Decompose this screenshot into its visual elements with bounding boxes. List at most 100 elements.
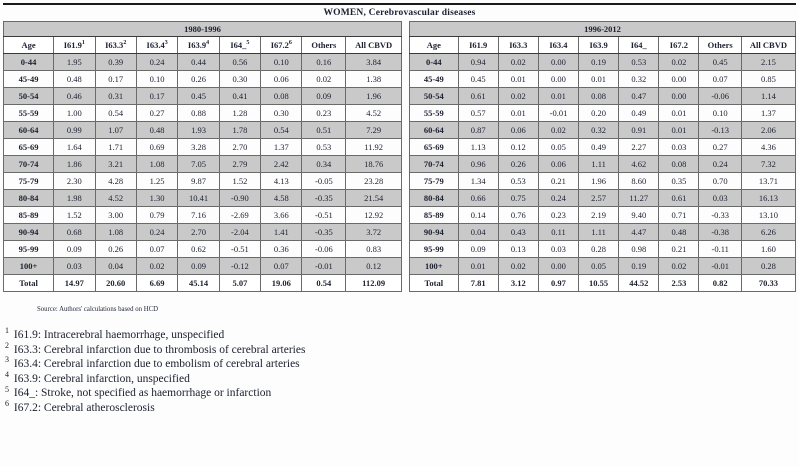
value-cell: 0.94 [457, 53, 499, 71]
value-cell: 13.10 [740, 206, 797, 224]
value-cell: -0.13 [698, 121, 742, 139]
top-rule [3, 3, 796, 5]
table-row: 80-84 1.98 4.52 1.30 10.41 -0.90 4.58 -0.35 21.5… [2, 189, 402, 207]
document-page: WOMEN, Cerebrovascular diseases 1980-199… [0, 3, 799, 466]
footnote-marker: 3 [164, 39, 168, 46]
value-cell: 1.08 [135, 155, 179, 173]
age-cell: 100+ [2, 257, 55, 275]
value-cell: 0.02 [301, 70, 347, 88]
age-cell: 95-99 [409, 240, 459, 258]
value-cell: 0.44 [177, 53, 220, 71]
value-cell: 4.28 [94, 172, 137, 190]
column-header: Others [301, 36, 347, 54]
table-row: 95-99 0.09 0.13 0.03 0.28 0.98 0.21 -0.11 1.60 [409, 240, 797, 258]
table-row: 0-44 1.95 0.39 0.24 0.44 0.56 0.10 0.16 3.84 [2, 53, 402, 71]
value-cell: 0.28 [578, 240, 620, 258]
value-cell: 1.93 [177, 121, 220, 139]
column-header: I63.94 [177, 36, 220, 54]
value-cell: 4.47 [618, 223, 660, 241]
value-cell: 0.08 [260, 87, 303, 105]
table-row: 50-54 0.61 0.02 0.01 0.08 0.47 0.00 -0.06 1.14 [409, 87, 797, 105]
age-cell: 75-79 [2, 172, 55, 190]
value-cell: 0.57 [457, 104, 499, 122]
value-cell: 0.04 [457, 223, 499, 241]
footnote-number: 2 [5, 340, 9, 350]
table-row: 45-49 0.45 0.01 0.00 0.01 0.32 0.00 0.07 0.85 [409, 70, 797, 88]
value-cell: 0.26 [94, 240, 137, 258]
value-cell: 0.23 [301, 104, 347, 122]
value-cell: 0.00 [537, 70, 580, 88]
value-cell: 3.84 [345, 53, 402, 71]
value-cell: 1.34 [457, 172, 499, 190]
value-cell: 3.00 [94, 206, 137, 224]
value-cell: 23.28 [345, 172, 402, 190]
value-cell: 0.08 [578, 87, 620, 105]
left-table-header: 1980-1996 Age I61.91 I63.32 I63.43 I63.94 I64_… [2, 21, 402, 54]
value-cell: 0.02 [658, 53, 700, 71]
value-cell: 0.19 [578, 53, 620, 71]
value-cell: 0.43 [497, 223, 539, 241]
value-cell: 0.53 [497, 172, 539, 190]
footnote-number: 1 [5, 326, 9, 336]
left-period-table: 1980-1996 Age I61.91 I63.32 I63.43 I63.94 I64_… [2, 21, 402, 292]
value-cell: 1.60 [740, 240, 797, 258]
value-cell: 1.30 [135, 189, 179, 207]
footnote: 4 I63.9: Cerebral infarction, unspecifie… [5, 369, 190, 385]
value-cell: 0.54 [94, 104, 137, 122]
table-row: 80-84 0.66 0.75 0.24 2.57 11.27 0.61 0.03 16.13 [409, 189, 797, 207]
value-cell: 16.13 [740, 189, 797, 207]
value-cell: 0.01 [497, 104, 539, 122]
age-cell: 90-94 [2, 223, 55, 241]
table-row: 70-74 0.96 0.26 0.06 1.11 4.62 0.08 0.24 7.32 [409, 155, 797, 173]
age-cell: 85-89 [2, 206, 55, 224]
value-cell: 0.79 [135, 206, 179, 224]
value-cell: 0.01 [658, 121, 700, 139]
footnote: 6 I67.2: Cerebral atherosclerosis [5, 399, 155, 414]
value-cell: 0.05 [578, 257, 620, 275]
tables-region: 1980-1996 Age I61.91 I63.32 I63.43 I63.94 I64_… [2, 21, 797, 292]
footnote: 2 I63.3: Cerebral infarction due to thro… [5, 340, 306, 356]
age-cell: 85-89 [409, 206, 459, 224]
value-cell: 2.42 [260, 155, 303, 173]
value-cell: 0.61 [658, 189, 700, 207]
value-cell: 0.07 [260, 257, 303, 275]
table-row: 85-89 1.52 3.00 0.79 7.16 -2.69 3.66 -0.51 12.92 [2, 206, 402, 224]
source-note: Source: Authors' calculations based on H… [37, 306, 159, 313]
value-cell: 0.03 [537, 240, 580, 258]
value-cell: 0.06 [497, 121, 539, 139]
value-cell: -0.90 [218, 189, 262, 207]
age-cell: 80-84 [409, 189, 459, 207]
column-header: I63.43 [135, 36, 179, 54]
value-cell: 0.98 [618, 240, 660, 258]
value-cell: 4.52 [345, 104, 402, 122]
value-cell: 0.09 [301, 87, 347, 105]
table-row: 75-79 1.34 0.53 0.21 1.96 8.60 0.35 0.70 13.71 [409, 172, 797, 190]
value-cell: 7.05 [177, 155, 220, 173]
value-cell: 112.09 [345, 274, 402, 292]
column-header: I63.3 [497, 36, 539, 54]
table-row: 95-99 0.09 0.26 0.07 0.62 -0.51 0.36 -0.06 0.83 [2, 240, 402, 258]
value-cell: 45.14 [177, 274, 220, 292]
value-cell: 0.13 [497, 240, 539, 258]
value-cell: 10.55 [578, 274, 620, 292]
age-cell: 45-49 [2, 70, 55, 88]
value-cell: 2.19 [578, 206, 620, 224]
table-row: 65-69 1.13 0.12 0.05 0.49 2.27 0.03 0.27 4.36 [409, 138, 797, 156]
right-period-table: 1996-2012 Age I61.9 I63.3 I63.4 I63.9 I64_ I67.… [409, 21, 797, 292]
value-cell: 0.03 [658, 138, 700, 156]
value-cell: 0.23 [537, 206, 580, 224]
table-row: 55-59 0.57 0.01 -0.01 0.20 0.49 0.01 0.10 1.37 [409, 104, 797, 122]
value-cell: 0.24 [537, 189, 580, 207]
value-cell: -0.01 [301, 257, 347, 275]
value-cell: 0.00 [537, 53, 580, 71]
value-cell: 2.57 [578, 189, 620, 207]
column-header: Others [698, 36, 742, 54]
value-cell: 0.09 [177, 257, 220, 275]
value-cell: 2.53 [658, 274, 700, 292]
value-cell: 4.13 [260, 172, 303, 190]
value-cell: 0.99 [53, 121, 96, 139]
value-cell: 4.62 [618, 155, 660, 173]
value-cell: -0.06 [301, 240, 347, 258]
value-cell: 0.24 [698, 155, 742, 173]
value-cell: 0.83 [345, 240, 402, 258]
